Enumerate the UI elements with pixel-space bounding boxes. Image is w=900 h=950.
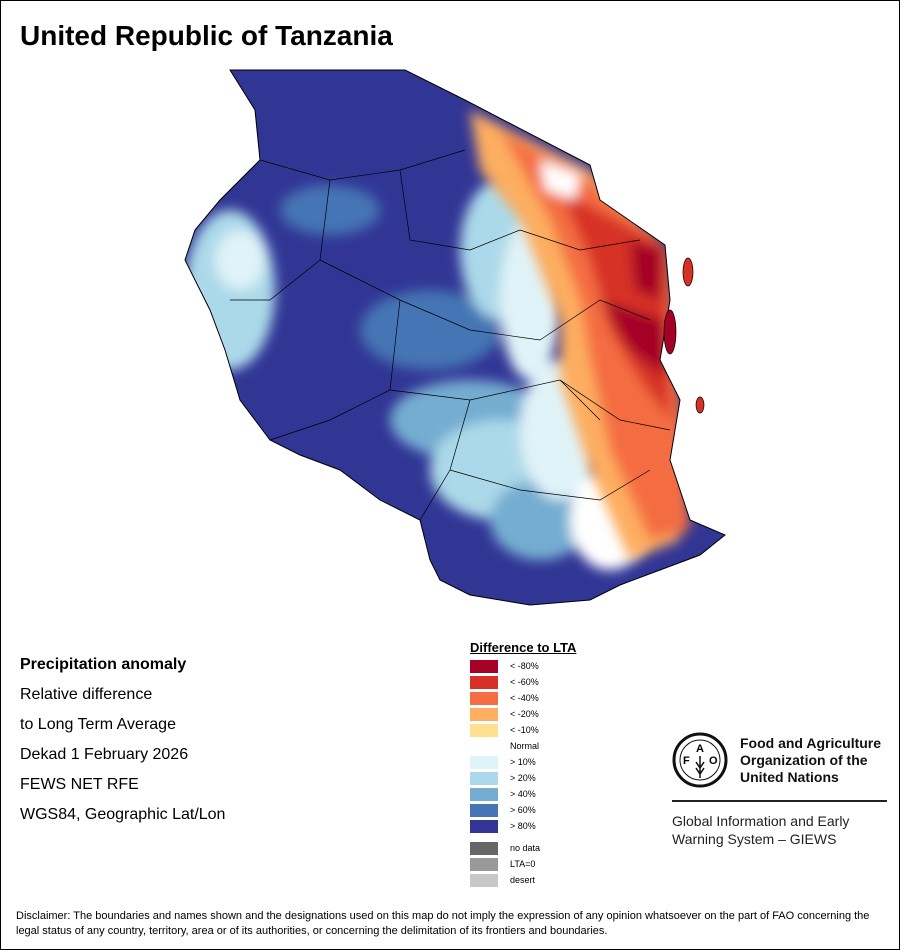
legend-swatch bbox=[470, 857, 498, 871]
legend-label: < -20% bbox=[510, 709, 539, 719]
legend-label: < -80% bbox=[510, 661, 539, 671]
legend-item: < -40% bbox=[470, 690, 576, 706]
divider bbox=[672, 800, 887, 802]
info-heading: Precipitation anomaly bbox=[20, 656, 187, 673]
tanzania-mainland bbox=[185, 70, 725, 605]
info-line: WGS84, Geographic Lat/Lon bbox=[20, 806, 226, 823]
legend-label: < -10% bbox=[510, 725, 539, 735]
fao-logo-block: F A O Food and Agriculture Organization … bbox=[672, 732, 887, 848]
legend-swatch bbox=[470, 707, 498, 721]
legend-title: Difference to LTA bbox=[470, 640, 577, 655]
legend-label: > 40% bbox=[510, 789, 536, 799]
anomaly-map bbox=[184, 69, 726, 606]
legend-item: < -60% bbox=[470, 674, 576, 690]
disclaimer: Disclaimer: The boundaries and names sho… bbox=[16, 910, 870, 937]
legend-label: > 60% bbox=[510, 805, 536, 815]
legend-extra-items: no data LTA=0 desert bbox=[470, 840, 576, 888]
legend-items: < -80% < -60% < -40% < -20% < -10% Normal > 10… bbox=[470, 658, 576, 834]
country-border bbox=[184, 69, 726, 606]
legend-item: < -20% bbox=[470, 706, 576, 722]
legend-swatch bbox=[470, 803, 498, 817]
legend-swatch bbox=[470, 659, 498, 673]
legend-label: > 10% bbox=[510, 757, 536, 767]
legend-swatch bbox=[470, 691, 498, 705]
map-title: United Republic of Tanzania bbox=[20, 20, 393, 51]
pemba-island bbox=[682, 257, 694, 287]
legend-label: > 20% bbox=[510, 773, 536, 783]
legend: Difference to LTA < -80% < -60% < -40% < -2… bbox=[470, 640, 576, 888]
legend-item: < -10% bbox=[470, 722, 576, 738]
mafia-island bbox=[695, 396, 705, 414]
legend-item: > 80% bbox=[470, 818, 576, 834]
info-line: FEWS NET RFE bbox=[20, 776, 139, 793]
legend-item: > 10% bbox=[470, 754, 576, 770]
legend-swatch bbox=[470, 819, 498, 833]
info-line: to Long Term Average bbox=[20, 716, 176, 733]
fao-name-line: Organization of the bbox=[740, 751, 868, 768]
legend-item: > 60% bbox=[470, 802, 576, 818]
region-boundaries bbox=[230, 149, 671, 521]
legend-swatch bbox=[470, 723, 498, 737]
legend-item: < -80% bbox=[470, 658, 576, 674]
svg-text:A: A bbox=[696, 743, 704, 755]
legend-item: LTA=0 bbox=[470, 856, 576, 872]
legend-swatch bbox=[470, 771, 498, 785]
legend-swatch bbox=[470, 675, 498, 689]
legend-item: > 40% bbox=[470, 786, 576, 802]
legend-label: Normal bbox=[510, 741, 540, 751]
map-info: Precipitation anomaly Relative differenc… bbox=[20, 656, 225, 836]
info-line: Dekad 1 February 2026 bbox=[20, 746, 189, 763]
legend-swatch bbox=[470, 841, 498, 855]
legend-item: no data bbox=[470, 840, 576, 856]
legend-label: LTA=0 bbox=[510, 859, 536, 869]
giews-line: Global Information and Early bbox=[672, 813, 850, 829]
legend-label: > 80% bbox=[510, 821, 536, 831]
legend-swatch bbox=[470, 873, 498, 887]
fao-logo-icon: F A O bbox=[672, 732, 728, 788]
fao-name-line: United Nations bbox=[740, 768, 839, 785]
info-line: Relative difference bbox=[20, 686, 153, 703]
legend-label: < -60% bbox=[510, 677, 539, 687]
legend-item: desert bbox=[470, 872, 576, 888]
zanzibar-island bbox=[663, 309, 677, 355]
fao-name-line: Food and Agriculture bbox=[740, 734, 882, 751]
giews-line: Warning System – GIEWS bbox=[672, 831, 837, 847]
legend-label: no data bbox=[510, 843, 541, 853]
svg-text:F: F bbox=[683, 755, 690, 767]
legend-label: < -40% bbox=[510, 693, 539, 703]
legend-item: > 20% bbox=[470, 770, 576, 786]
legend-swatch bbox=[470, 755, 498, 769]
legend-item: Normal bbox=[470, 738, 576, 754]
legend-label: desert bbox=[510, 875, 536, 885]
svg-text:O: O bbox=[709, 755, 718, 767]
legend-swatch bbox=[470, 739, 498, 753]
legend-swatch bbox=[470, 787, 498, 801]
